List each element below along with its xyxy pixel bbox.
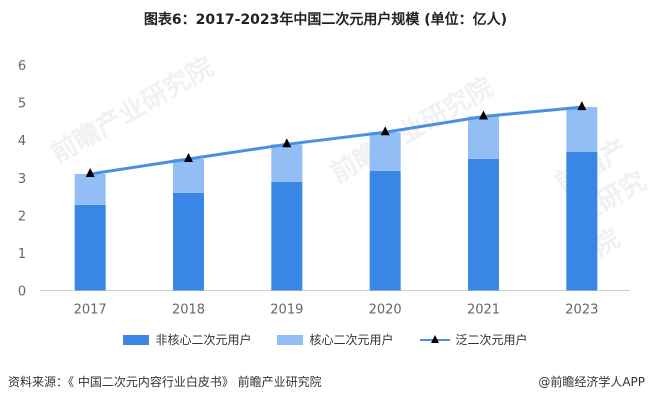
legend-item-core: 核心二次元用户 [277, 331, 394, 348]
bar-core-2017 [74, 173, 106, 205]
y-tick-label: 6 [18, 59, 26, 74]
bar-noncore-2017 [74, 204, 106, 291]
legend-swatch [277, 334, 304, 345]
marker-pan-2023 [577, 101, 587, 111]
marker-pan-2018 [184, 152, 193, 162]
plot-area: 0 1 2 3 4 5 6 2017 2018 2019 2020 2021 2023 [18, 59, 630, 318]
y-tick-label: 0 [18, 285, 26, 300]
x-tick-label: 2021 [467, 303, 500, 318]
y-tick-label: 1 [18, 247, 26, 262]
line-pan-users [89, 105, 582, 176]
legend: 非核心二次元用户 核心二次元用户 泛二次元用户 [0, 331, 651, 348]
legend-item-noncore: 非核心二次元用户 [123, 331, 251, 348]
x-tick-label: 2020 [369, 303, 402, 318]
bar-core-2018 [173, 158, 204, 193]
marker-pan-2021 [479, 110, 488, 120]
marker-pan-2020 [380, 126, 390, 136]
source-note: 资料来源：《 中国二次元内容行业白皮书》 前瞻产业研究院 [8, 375, 322, 389]
bar-noncore-2018 [173, 192, 204, 291]
x-tick-label: 2018 [172, 303, 205, 318]
y-tick-label: 4 [18, 134, 26, 149]
legend-item-pan: 泛二次元用户 [419, 331, 528, 348]
chart-title: 图表6：2017-2023年中国二次元用户规模 (单位：亿人) [143, 12, 508, 28]
brand-credit: @前瞻经济学人APP [538, 375, 645, 389]
bar-noncore-2020 [369, 170, 401, 291]
bar-core-2023 [566, 107, 598, 152]
x-tick-label: 2017 [74, 303, 107, 318]
y-tick-label: 2 [18, 209, 26, 224]
legend-label: 核心二次元用户 [309, 333, 394, 347]
bar-core-2019 [271, 144, 303, 182]
x-tick-label: 2019 [270, 303, 303, 318]
y-tick-label: 3 [18, 172, 26, 187]
legend-line-triangle-icon [419, 334, 450, 345]
x-tick-label: 2023 [565, 303, 598, 318]
marker-pan-2017 [85, 167, 95, 177]
legend-label: 非核心二次元用户 [155, 333, 252, 347]
bar-noncore-2023 [566, 151, 598, 291]
legend-swatch [123, 334, 150, 345]
bar-core-2021 [468, 116, 499, 159]
bar-core-2020 [369, 132, 401, 171]
legend-label: 泛二次元用户 [455, 333, 528, 347]
marker-pan-2019 [282, 138, 292, 148]
y-tick-label: 5 [18, 97, 26, 112]
bar-noncore-2021 [468, 158, 499, 291]
bar-noncore-2019 [271, 181, 303, 291]
